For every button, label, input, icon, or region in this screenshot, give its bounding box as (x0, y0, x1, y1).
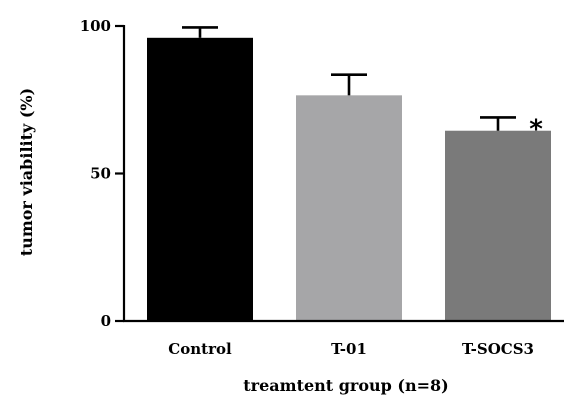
x-tick-label: T-01 (331, 340, 367, 358)
x-axis-title: treamtent group (n=8) (243, 376, 448, 395)
bar-t-01 (296, 95, 402, 321)
x-tick-label: T-SOCS3 (462, 340, 534, 358)
y-axis-title: tumor viability (%) (17, 88, 36, 256)
bar-control (147, 37, 253, 322)
bar-t-socs3 (445, 130, 551, 321)
plot-area: Control T-01 T-SOCS3 * 0 50 100 (80, 17, 564, 358)
y-tick-label: 0 (101, 312, 111, 330)
significance-marker: * (529, 114, 543, 144)
x-tick-label: Control (168, 340, 232, 358)
y-tick-label: 100 (80, 17, 111, 35)
y-tick-label: 50 (90, 165, 111, 183)
